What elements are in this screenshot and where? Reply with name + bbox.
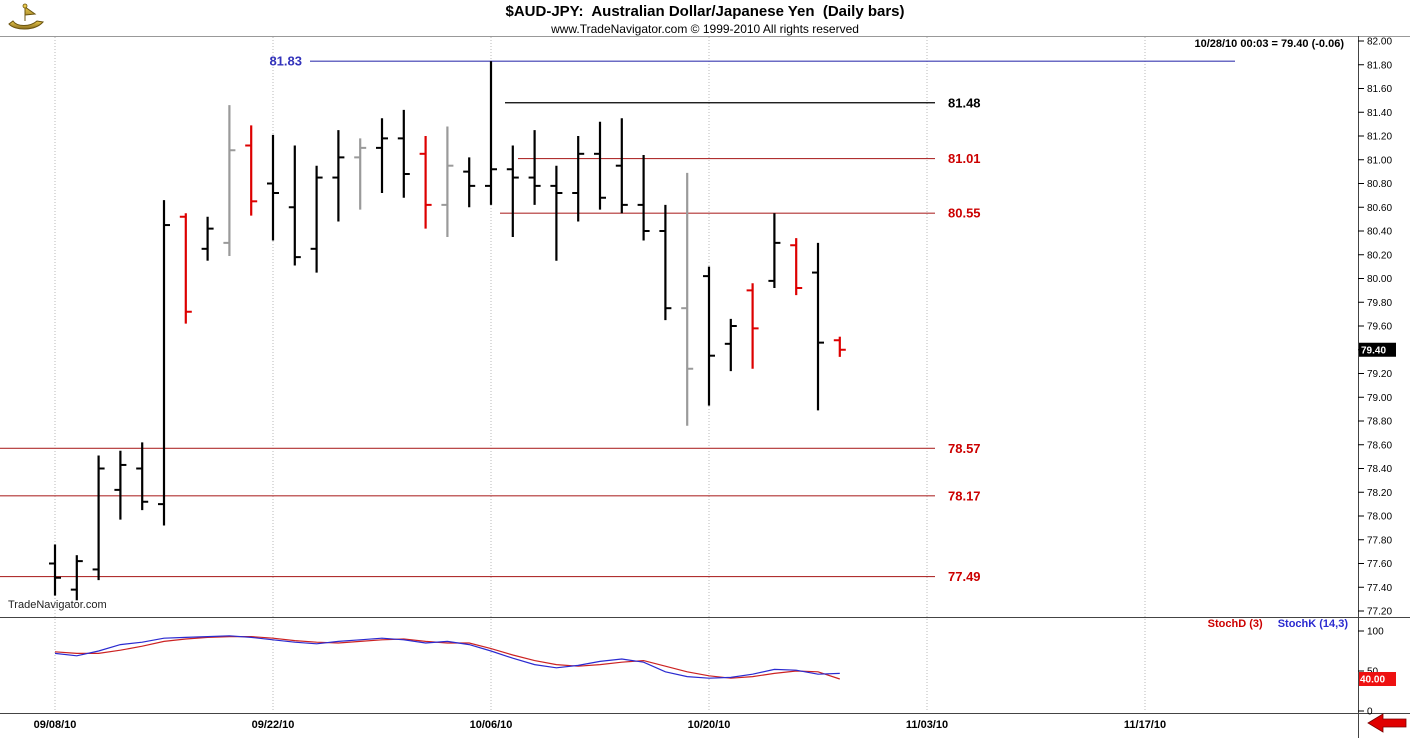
gold-emblem-icon (8, 3, 44, 30)
watermark-text: TradeNavigator.com (8, 599, 107, 611)
level-labels: 81.83 81.48 81.01 80.55 78.57 78.17 77.49 (269, 54, 980, 584)
price-tick-label: 81.60 (1367, 84, 1392, 95)
indicator-value-badge-label: 40.00 (1360, 675, 1385, 686)
level-label: 81.83 (269, 54, 302, 69)
level-label: 81.01 (948, 151, 981, 166)
date-tick-label: 10/06/10 (470, 719, 513, 731)
price-tick-label: 77.40 (1367, 583, 1392, 594)
price-tick-label: 78.40 (1367, 464, 1392, 475)
date-tick-label: 09/22/10 (252, 719, 295, 731)
stochd-legend-label[interactable]: StochD (3) (1207, 618, 1263, 630)
indicator-legend: StochD (3) StochK (14,3) (1196, 618, 1348, 630)
date-axis: 09/08/10 09/22/10 10/06/10 10/20/10 11/03/10… (34, 719, 1167, 731)
price-bars (49, 61, 846, 601)
indicator-tick-label: 0 (1367, 707, 1373, 718)
price-tick-label: 80.60 (1367, 203, 1392, 214)
stochk-legend-label[interactable]: StochK (14,3) (1277, 618, 1348, 630)
price-tick-label: 79.20 (1367, 369, 1392, 380)
last-quote-readout: 10/28/10 00:03 = 79.40 (-0.06) (1194, 38, 1344, 50)
chart-title: $AUD-JPY: Australian Dollar/Japanese Yen… (505, 3, 905, 20)
last-price-badge-label: 79.40 (1361, 345, 1386, 356)
level-label: 78.57 (948, 441, 981, 456)
price-tick-label: 77.80 (1367, 535, 1392, 546)
stochk-line (54, 635, 840, 679)
price-tick-label: 78.20 (1367, 488, 1392, 499)
indicator-tick-label: 100 (1367, 627, 1384, 638)
price-tick-label: 77.20 (1367, 607, 1392, 618)
panel-borders (0, 36, 1410, 738)
price-tick-label: 78.00 (1367, 512, 1392, 523)
date-tick-label: 11/17/10 (1124, 719, 1166, 731)
price-tick-label: 77.60 (1367, 559, 1392, 570)
price-tick-label: 78.60 (1367, 440, 1392, 451)
stochd-line (54, 635, 840, 680)
scroll-left-arrow-icon[interactable] (1367, 713, 1407, 733)
app-logo-icon[interactable] (5, 2, 47, 35)
stoch-lines (54, 635, 840, 680)
price-tick-label: 79.00 (1367, 393, 1392, 404)
price-tick-label: 81.20 (1367, 132, 1392, 143)
level-label: 80.55 (948, 206, 981, 221)
level-label: 81.48 (948, 95, 981, 110)
chart-subtitle: www.TradeNavigator.com © 1999-2010 All r… (551, 22, 859, 36)
price-tick-label: 79.80 (1367, 298, 1392, 309)
price-axis: 82.00 81.80 81.60 81.40 81.20 81.00 80.80 80.60… (1358, 37, 1396, 618)
price-tick-label: 80.20 (1367, 250, 1392, 261)
price-tick-label: 78.80 (1367, 417, 1392, 428)
level-lines (0, 60, 1235, 578)
level-label: 78.17 (948, 488, 981, 503)
price-tick-label: 82.00 (1367, 37, 1392, 48)
date-tick-label: 11/03/10 (906, 719, 948, 731)
price-tick-label: 80.80 (1367, 179, 1392, 190)
last-price-badge (1359, 342, 1396, 357)
price-tick-label: 81.80 (1367, 60, 1392, 71)
indicator-value-badge (1359, 672, 1396, 686)
indicator-axis: 10050040.00 (1358, 627, 1396, 718)
date-tick-label: 09/08/10 (34, 719, 77, 731)
level-label: 77.49 (948, 569, 981, 584)
price-tick-label: 81.00 (1367, 155, 1392, 166)
price-tick-label: 81.40 (1367, 108, 1392, 119)
price-tick-label: 80.40 (1367, 227, 1392, 238)
date-tick-label: 10/20/10 (688, 719, 731, 731)
price-tick-label: 79.60 (1367, 322, 1392, 333)
price-tick-label: 80.00 (1367, 274, 1392, 285)
